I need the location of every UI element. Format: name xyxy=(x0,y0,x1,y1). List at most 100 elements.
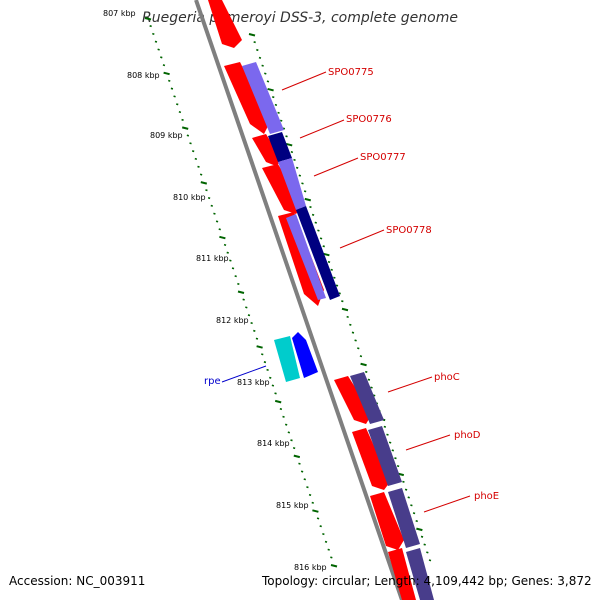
left-tick xyxy=(178,111,182,114)
cds-arrow[interactable] xyxy=(370,492,404,550)
gene-block-spo0778-dark[interactable] xyxy=(296,206,340,300)
right-tick xyxy=(394,457,397,460)
right-tick xyxy=(323,252,330,257)
right-tick xyxy=(357,347,360,350)
right-tick xyxy=(272,96,275,99)
right-tick xyxy=(295,166,299,169)
right-tick xyxy=(256,48,259,52)
left-tick xyxy=(261,353,264,356)
cds-arrow[interactable] xyxy=(352,428,390,490)
right-tick xyxy=(258,56,262,59)
left-tick xyxy=(237,282,240,286)
cds-arrow[interactable] xyxy=(224,62,270,134)
left-tick xyxy=(173,95,176,98)
gene-block-spo0778-light[interactable] xyxy=(286,214,326,300)
topology-text: Topology: circular; Length: 4,109,442 bp… xyxy=(261,574,592,588)
gene-label[interactable]: phoD xyxy=(454,430,481,441)
left-tick xyxy=(154,40,158,43)
left-tick xyxy=(237,290,245,294)
right-tick xyxy=(365,370,368,373)
right-tick xyxy=(301,182,304,185)
left-tick xyxy=(279,407,283,411)
gene-block-spo0776[interactable] xyxy=(268,132,292,162)
position-labels: 807 kbp 808 kbp 809 kbp 810 kbp 811 kbp … xyxy=(103,9,327,572)
left-tick xyxy=(144,17,152,21)
gene-block-spo0775[interactable] xyxy=(242,62,284,134)
gene-label[interactable]: phoC xyxy=(434,372,460,383)
left-tick xyxy=(308,493,312,497)
left-tick xyxy=(290,439,293,442)
right-tick xyxy=(410,504,413,507)
left-tick xyxy=(316,517,320,520)
left-tick xyxy=(250,321,253,325)
left-tick xyxy=(292,447,296,450)
kbp-label: 812 kbp xyxy=(216,316,249,325)
kbp-label: 810 kbp xyxy=(173,193,206,202)
backbone-group xyxy=(194,0,404,601)
right-tick xyxy=(333,276,336,279)
right-tick xyxy=(327,260,331,264)
gene-block-spo0777[interactable] xyxy=(278,158,306,210)
right-tick xyxy=(423,543,426,546)
right-tick xyxy=(383,425,387,428)
right-tick xyxy=(314,221,317,224)
right-tick xyxy=(351,331,355,334)
gene-label[interactable]: SPO0777 xyxy=(360,152,406,163)
rpe-arrow[interactable] xyxy=(292,332,318,378)
left-tick xyxy=(207,196,211,200)
cds-arrow[interactable] xyxy=(252,134,282,166)
left-tick xyxy=(300,470,304,473)
cds-arrow[interactable] xyxy=(262,164,302,214)
right-tick xyxy=(277,111,280,114)
gene-label[interactable]: SPO0775 xyxy=(328,67,374,78)
left-tick xyxy=(282,415,285,418)
left-tick xyxy=(274,399,282,404)
right-tick xyxy=(285,135,288,138)
right-tick xyxy=(396,465,400,468)
gene-label[interactable]: SPO0778 xyxy=(386,225,432,236)
left-tick xyxy=(311,501,314,504)
left-tick xyxy=(231,267,235,270)
left-tick xyxy=(186,134,190,137)
left-tick xyxy=(303,478,307,481)
left-tick xyxy=(306,486,309,489)
left-tick xyxy=(157,48,160,51)
left-tick xyxy=(199,173,203,176)
left-tick xyxy=(268,376,272,379)
left-tick xyxy=(162,64,166,67)
gene-block-phoe[interactable] xyxy=(388,488,420,548)
genome-backbone xyxy=(194,0,404,601)
right-tick xyxy=(322,245,325,248)
right-tick xyxy=(415,519,418,523)
right-tick xyxy=(346,315,349,318)
left-tick xyxy=(312,509,319,513)
left-tick xyxy=(170,87,174,90)
left-tick xyxy=(149,25,152,28)
gene-block-tail[interactable] xyxy=(406,548,434,600)
left-tick xyxy=(242,298,245,301)
left-tick xyxy=(327,548,330,551)
cds-arrow[interactable] xyxy=(388,548,416,600)
left-tick xyxy=(274,392,277,395)
gene-label[interactable]: SPO0776 xyxy=(346,114,392,125)
left-tick xyxy=(293,454,301,459)
left-tick xyxy=(223,243,227,246)
right-tick xyxy=(311,213,315,216)
right-tick xyxy=(341,307,349,312)
cds-arrow[interactable] xyxy=(208,0,242,48)
right-tick xyxy=(266,80,270,83)
right-tick xyxy=(309,205,312,209)
right-tick xyxy=(407,496,410,499)
kbp-label: 808 kbp xyxy=(127,71,160,80)
gene-label[interactable]: rpe xyxy=(204,376,221,387)
cds-arrow[interactable] xyxy=(334,376,372,424)
gene-block-phod[interactable] xyxy=(368,426,402,486)
left-tick xyxy=(284,423,288,426)
gene-label[interactable]: phoE xyxy=(474,491,499,502)
rpe-block[interactable] xyxy=(274,336,300,382)
gene-block-phoc[interactable] xyxy=(350,372,384,424)
gene-labels: SPO0775 SPO0776 SPO0777 SPO0778 phoC pho… xyxy=(204,67,499,502)
right-tick xyxy=(386,433,389,436)
right-tick xyxy=(338,292,341,295)
